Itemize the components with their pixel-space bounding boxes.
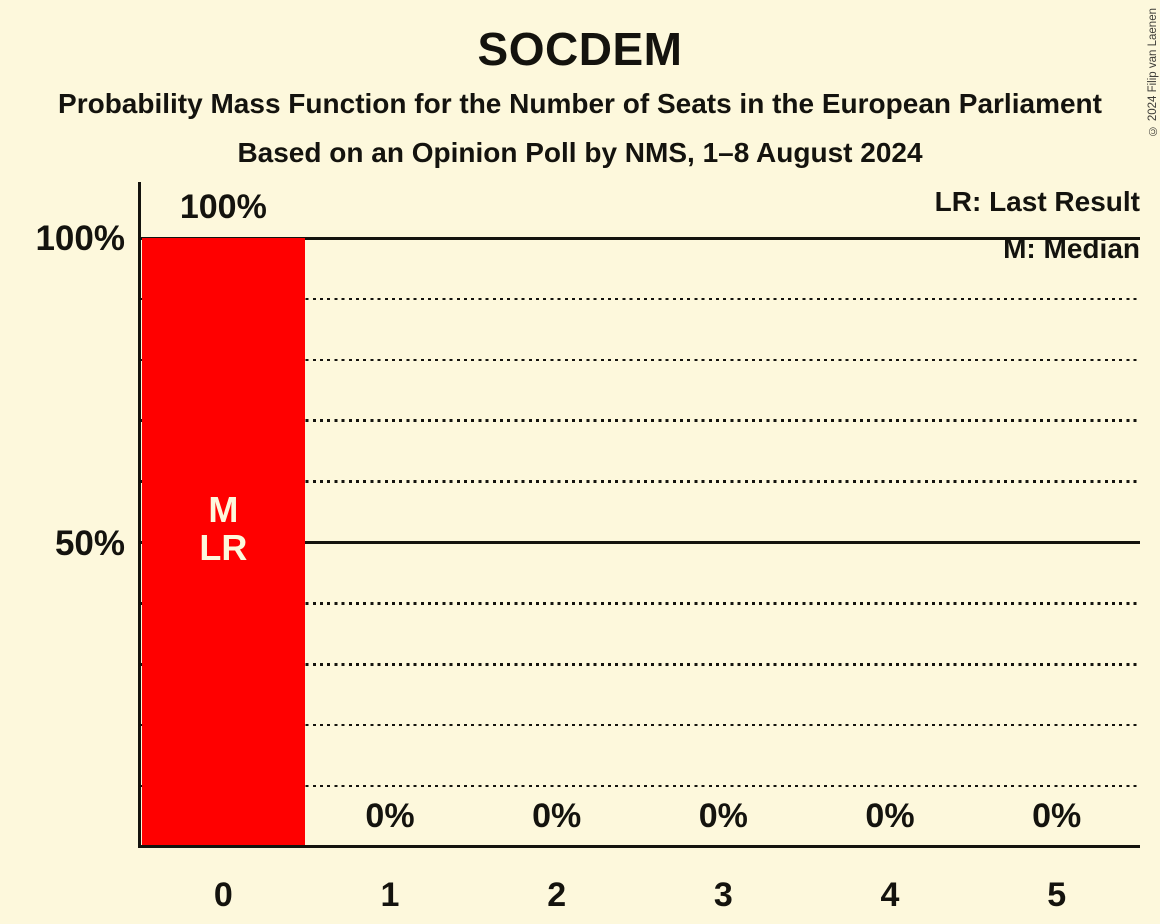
gridline-dotted-80: [140, 358, 1140, 362]
gridline-solid-100: [140, 236, 1140, 240]
x-tick-label-1: 1: [380, 876, 400, 914]
value-label-2: 0%: [532, 797, 582, 835]
x-tick-label-3: 3: [713, 876, 733, 914]
value-label-0: 100%: [179, 188, 267, 226]
chart-subtitle: Probability Mass Function for the Number…: [58, 88, 1102, 119]
copyright-notice: © 2024 Filip van Laenen: [1147, 8, 1159, 137]
value-label-3: 0%: [698, 797, 748, 835]
gridline-dotted-30: [140, 663, 1140, 666]
value-label-5: 0%: [1032, 797, 1082, 835]
gridline-dotted-60: [140, 480, 1140, 483]
plot-area: 100% 0 0% 1 0% 2 0% 3 0% 4 0% 5 M LR: [140, 190, 1140, 912]
x-tick-label-0: 0: [213, 876, 233, 914]
chart-subtitle-poll-info: Based on an Opinion Poll by NMS, 1–8 Aug…: [237, 137, 923, 168]
bar-seats-0: [141, 238, 305, 847]
gridline-dotted-40: [140, 602, 1140, 605]
gridline-dotted-90: [140, 297, 1140, 301]
y-axis-label-50: 50%: [54, 524, 125, 563]
gridline-solid-50: [140, 541, 1140, 544]
y-axis-label-100: 100%: [35, 219, 125, 258]
gridline-dotted-10: [140, 784, 1140, 788]
legend-last-result: LR: Last Result: [934, 186, 1140, 217]
chart-title: SOCDEM: [477, 23, 683, 75]
bar-marker-median-lastresult: M LR: [199, 489, 248, 568]
y-axis-line: [138, 182, 141, 848]
x-tick-label-5: 5: [1047, 876, 1067, 914]
x-tick-label-2: 2: [547, 876, 567, 914]
value-label-1: 0%: [365, 797, 415, 835]
x-tick-label-4: 4: [880, 876, 900, 914]
value-label-4: 0%: [865, 797, 915, 835]
gridline-dotted-20: [140, 723, 1140, 727]
legend-median: M: Median: [1003, 233, 1140, 264]
x-axis-line: [138, 845, 1140, 848]
gridline-dotted-70: [140, 419, 1140, 422]
